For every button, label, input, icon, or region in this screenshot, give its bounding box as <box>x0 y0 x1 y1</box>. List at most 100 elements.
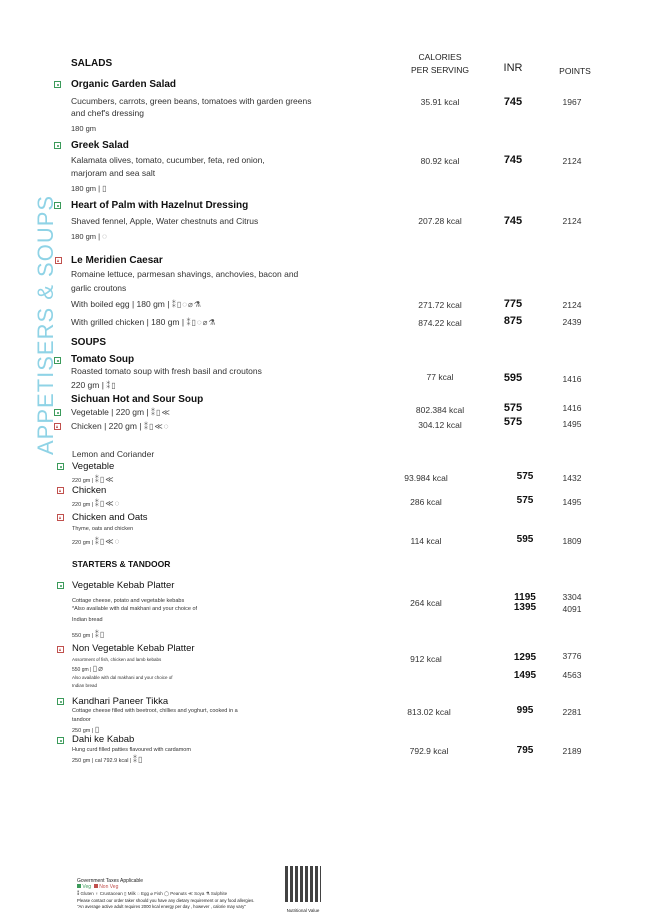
item-name: Tomato Soup <box>71 354 135 365</box>
item-desc: Cottage cheese filled with beetroot, chi… <box>72 708 238 714</box>
item-meta: 220 gm | <box>72 502 94 508</box>
item-inr: 575 <box>516 495 534 506</box>
item-inr: 1295 <box>513 652 537 663</box>
item-meta: 180 gm | <box>71 184 101 193</box>
item-kcal: 912 kcal <box>410 654 442 664</box>
non-veg-icon <box>93 884 98 888</box>
variant-label: With grilled chicken | 180 gm | <box>71 317 185 327</box>
item-inr: 1395 <box>513 602 537 613</box>
item-kcal: 874.22 kcal <box>418 318 462 328</box>
non-veg-icon <box>57 514 64 521</box>
item-points: 2439 <box>562 317 582 327</box>
allergen-icons: ⁑▯≪◌ <box>143 422 170 431</box>
item-inr: 575 <box>516 471 534 482</box>
item-meta: 550 gm | <box>72 667 92 673</box>
qr-code[interactable] <box>285 866 321 902</box>
allergen-icons: ⁑▯≪◌ <box>94 537 121 546</box>
item-desc: Kalamata olives, tomato, cucumber, feta,… <box>71 155 265 165</box>
non-veg-icon <box>55 257 62 264</box>
item-inr: 745 <box>503 154 523 166</box>
allergen-icons: ⁑▯≪ <box>151 408 171 417</box>
item-meta: 220 gm | <box>71 380 104 390</box>
item-points: 1416 <box>562 374 582 384</box>
veg-icon <box>54 142 61 149</box>
item-inr: 575 <box>503 402 523 414</box>
veg-icon <box>57 698 64 705</box>
item-desc: tandoor <box>72 717 91 723</box>
milk-icon: ▯ <box>123 891 127 896</box>
item-points: 1809 <box>562 536 582 546</box>
item-kcal: 271.72 kcal <box>418 300 462 310</box>
section-title-starters: STARTERS & TANDOOR <box>72 559 171 569</box>
qr-label: Nutritional Value <box>286 908 320 913</box>
item-desc: Cucumbers, carrots, green beans, tomatoe… <box>71 96 312 106</box>
veg-legend: Veg <box>82 884 92 890</box>
non-veg-legend: Non Veg <box>99 884 119 890</box>
milk-icon: ▯ <box>102 184 108 193</box>
item-meta: 180 gm | <box>71 232 101 241</box>
crustacean-icon: ♆ <box>95 891 99 896</box>
item-inr: 995 <box>516 705 534 716</box>
veg-icon <box>54 202 61 209</box>
section-title-salads: SALADS <box>71 58 113 69</box>
item-desc: Hung curd filled patties flavoured with … <box>72 747 191 753</box>
item-inr: 745 <box>503 96 523 108</box>
item-points: 1967 <box>562 97 582 107</box>
item-meta: 180 gm <box>71 124 97 133</box>
item-inr: 1495 <box>513 670 537 681</box>
item-name: Organic Garden Salad <box>71 79 177 90</box>
item-inr: 875 <box>503 315 523 327</box>
item-meta: 250 gm | cal 792.9 kcal | <box>72 758 132 764</box>
header-calories: CALORIES <box>418 52 462 62</box>
item-name: Le Meridien Caesar <box>71 255 163 266</box>
item-desc: and chef's dressing <box>71 108 144 118</box>
item-desc: Thyme, oats and chicken <box>72 526 134 532</box>
section-title-soups: SOUPS <box>71 337 107 348</box>
header-inr: INR <box>503 62 523 74</box>
item-meta: 220 gm | <box>72 478 94 484</box>
item-points: 4091 <box>562 604 582 614</box>
item-points: 2124 <box>562 156 582 166</box>
item-name: Heart of Palm with Hazelnut Dressing <box>71 200 249 211</box>
dietary-note: Please contact our order taker should yo… <box>77 898 255 903</box>
item-points: 4563 <box>562 670 582 680</box>
item-desc: Shaved fennel, Apple, Water chestnuts an… <box>71 216 259 226</box>
header-calories-2: PER SERVING <box>411 65 469 75</box>
sulphite-icon: ⚗ <box>205 891 210 896</box>
peanuts-icon: ◯ <box>163 891 170 896</box>
item-inr: 575 <box>503 416 523 428</box>
allergen-icons: ⁑▯ <box>132 755 144 764</box>
allergen-icons: ⁑▯ <box>106 381 117 390</box>
item-desc: Indian bread <box>72 683 98 688</box>
item-points: 2124 <box>562 300 582 310</box>
item-points: 2124 <box>562 216 582 226</box>
item-name: Greek Salad <box>71 140 129 151</box>
item-name: Dahi ke Kabab <box>72 734 135 745</box>
item-kcal: 264 kcal <box>410 598 442 608</box>
allergen-icons: ⁑▯◌⌀⚗ <box>171 300 202 309</box>
item-kcal: 813.02 kcal <box>407 707 451 717</box>
item-kcal: 792.9 kcal <box>409 746 449 756</box>
veg-icon <box>57 582 64 589</box>
calorie-note: "An average active adult requires 2000 k… <box>77 904 246 909</box>
item-points: 3776 <box>562 651 582 661</box>
item-points: 1495 <box>562 497 582 507</box>
item-points: 2281 <box>562 707 582 717</box>
non-veg-icon <box>54 423 61 430</box>
allergen-icons: ⁑▯ <box>94 630 106 639</box>
peanuts-icon: ◌ <box>102 232 108 241</box>
item-name: Lemon and Coriander <box>72 449 155 459</box>
item-desc: Romaine lettuce, parmesan shavings, anch… <box>71 269 299 279</box>
soya-icon: ≪ <box>188 891 193 896</box>
item-meta: 550 gm | <box>72 633 94 639</box>
item-name: Kandhari Paneer Tikka <box>72 696 169 707</box>
veg-icon <box>57 463 64 470</box>
veg-icon <box>54 81 61 88</box>
item-points: 1416 <box>562 403 582 413</box>
non-veg-icon <box>57 646 64 653</box>
taxes-note: Government Taxes Applicable <box>77 878 144 884</box>
variant-label: Chicken <box>72 485 107 496</box>
gluten-icon: ⁑ <box>77 891 80 896</box>
item-name: Non Vegetable Kebab Platter <box>72 643 195 654</box>
